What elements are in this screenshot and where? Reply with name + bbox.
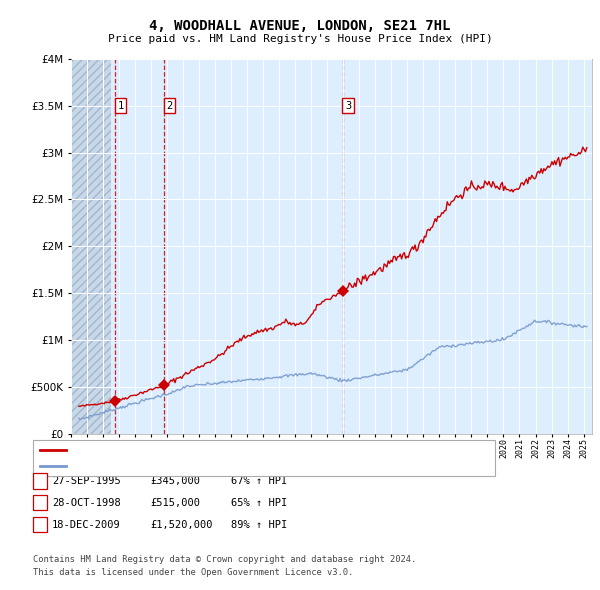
Text: Price paid vs. HM Land Registry's House Price Index (HPI): Price paid vs. HM Land Registry's House … bbox=[107, 34, 493, 44]
Text: 27-SEP-1995: 27-SEP-1995 bbox=[52, 476, 121, 486]
Text: £515,000: £515,000 bbox=[150, 498, 200, 507]
Text: This data is licensed under the Open Government Licence v3.0.: This data is licensed under the Open Gov… bbox=[33, 568, 353, 576]
Text: 3: 3 bbox=[345, 101, 351, 111]
Text: 18-DEC-2009: 18-DEC-2009 bbox=[52, 520, 121, 529]
Text: 67% ↑ HPI: 67% ↑ HPI bbox=[231, 476, 287, 486]
Bar bbox=[71, 59, 111, 434]
Text: £345,000: £345,000 bbox=[150, 476, 200, 486]
Text: HPI: Average price, detached house, Southwark: HPI: Average price, detached house, Sout… bbox=[69, 461, 339, 471]
Text: Contains HM Land Registry data © Crown copyright and database right 2024.: Contains HM Land Registry data © Crown c… bbox=[33, 555, 416, 563]
Text: 2: 2 bbox=[37, 498, 43, 507]
Text: £1,520,000: £1,520,000 bbox=[150, 520, 212, 529]
Text: 1: 1 bbox=[117, 101, 124, 111]
Text: 1: 1 bbox=[37, 476, 43, 486]
Text: 65% ↑ HPI: 65% ↑ HPI bbox=[231, 498, 287, 507]
Text: 28-OCT-1998: 28-OCT-1998 bbox=[52, 498, 121, 507]
Text: 89% ↑ HPI: 89% ↑ HPI bbox=[231, 520, 287, 529]
Text: 4, WOODHALL AVENUE, LONDON, SE21 7HL: 4, WOODHALL AVENUE, LONDON, SE21 7HL bbox=[149, 19, 451, 34]
Text: 4, WOODHALL AVENUE, LONDON, SE21 7HL (detached house): 4, WOODHALL AVENUE, LONDON, SE21 7HL (de… bbox=[69, 445, 387, 455]
Text: 3: 3 bbox=[37, 520, 43, 529]
Text: 2: 2 bbox=[167, 101, 173, 111]
